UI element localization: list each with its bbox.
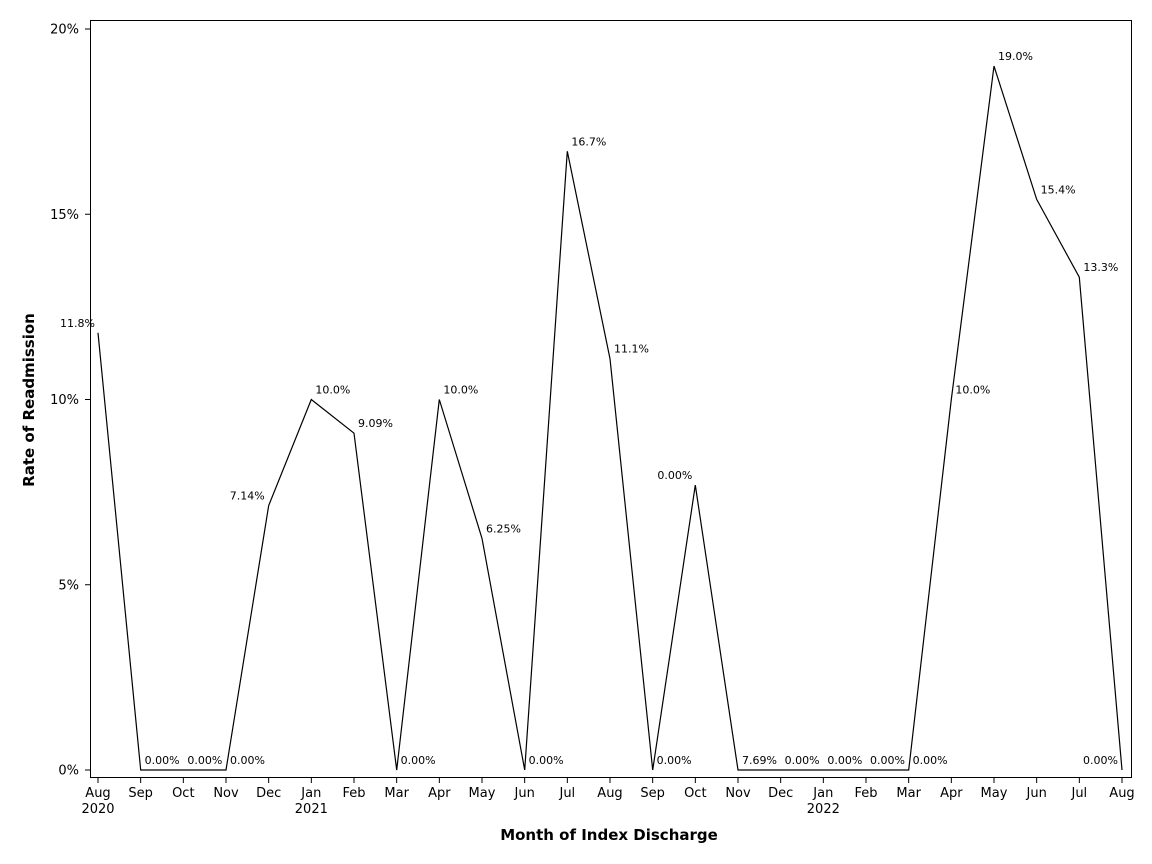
x-tick-label: Jan (300, 786, 321, 801)
x-tick-label: Apr (940, 786, 963, 801)
data-label: 16.7% (571, 135, 606, 148)
data-label: 0.00% (870, 754, 905, 767)
data-labels: 11.8% 0.00% 0.00% 0.00% 7.14% 10.0% 9.09% 0.00%… (60, 50, 1118, 767)
data-label: 19.0% (998, 50, 1033, 63)
data-label: 7.14% (230, 489, 265, 502)
x-tick-label: Mar (896, 786, 921, 801)
x-tick-label: Nov (213, 786, 239, 801)
y-tick-label: 10% (50, 393, 79, 408)
x-tick-label: Aug (1109, 786, 1134, 801)
y-tick-label: 0% (58, 764, 79, 779)
y-tick-label: 15% (50, 208, 79, 223)
data-label: 15.4% (1041, 183, 1076, 196)
y-axis: 0% 5% 10% 15% 20% (50, 23, 90, 779)
x-tick-label: Sep (128, 786, 153, 801)
data-label: 13.3% (1083, 261, 1118, 274)
data-label: 11.1% (614, 343, 649, 356)
plot-frame (90, 20, 1132, 778)
y-tick-label: 20% (50, 23, 79, 38)
x-tick-label: Dec (256, 786, 281, 801)
data-label: 0.00% (657, 754, 692, 767)
data-label: 6.25% (486, 522, 521, 535)
x-tick-label: Sep (640, 786, 665, 801)
data-label: 0.00% (401, 754, 436, 767)
x-tick-label: Apr (428, 786, 451, 801)
x-tick-label: May (469, 786, 496, 801)
data-label: 11.8% (60, 317, 95, 330)
data-label: 0.00% (529, 754, 564, 767)
x-tick-label: Feb (854, 786, 877, 801)
data-label: 10.0% (315, 384, 350, 397)
x-tick-label: Jun (1026, 786, 1047, 801)
x-tick-label: Dec (768, 786, 793, 801)
x-axis-title: Month of Index Discharge (500, 826, 718, 844)
x-year-label: 2020 (81, 802, 114, 817)
x-tick-label: Jul (1070, 786, 1087, 801)
x-tick-label: Aug (85, 786, 110, 801)
x-tick-label: Oct (172, 786, 194, 801)
x-tick-label: May (981, 786, 1008, 801)
data-label: 7.69% (742, 754, 777, 767)
x-tick-label: Mar (384, 786, 409, 801)
data-label: 0.00% (145, 754, 180, 767)
x-tick-label: Feb (342, 786, 365, 801)
data-label: 0.00% (827, 754, 862, 767)
data-label: 0.00% (913, 754, 948, 767)
data-label: 9.09% (358, 417, 393, 430)
x-year-label: 2022 (807, 802, 840, 817)
x-axis: Aug Sep Oct Nov Dec Jan Feb Mar Apr May Jun Jul Aug S… (81, 778, 1135, 817)
x-tick-label: Jun (514, 786, 535, 801)
data-label: 0.00% (230, 754, 265, 767)
series-line (97, 65, 1123, 771)
data-label: 0.00% (1083, 754, 1118, 767)
data-label: 10.0% (443, 384, 478, 397)
x-tick-label: Oct (684, 786, 706, 801)
x-tick-label: Nov (725, 786, 751, 801)
data-label: 0.00% (785, 754, 820, 767)
x-tick-label: Jul (558, 786, 575, 801)
x-tick-label: Aug (597, 786, 622, 801)
data-label: 0.00% (657, 469, 692, 482)
y-tick-label: 5% (58, 578, 79, 593)
x-year-label: 2021 (295, 802, 328, 817)
data-label: 10.0% (955, 384, 990, 397)
y-axis-title: Rate of Readmission (20, 313, 38, 487)
data-label: 0.00% (187, 754, 222, 767)
x-tick-label: Jan (812, 786, 833, 801)
